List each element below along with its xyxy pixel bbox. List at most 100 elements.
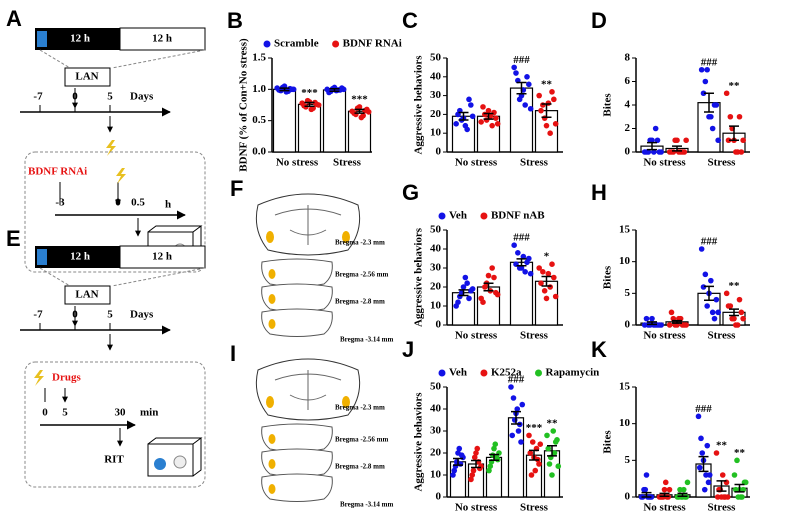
error-bar — [716, 480, 727, 492]
data-point — [725, 303, 732, 309]
unit-label: h — [165, 199, 171, 211]
region — [342, 396, 350, 408]
data-point — [358, 114, 365, 121]
y-tick-label: 10 — [619, 255, 631, 267]
data-point — [708, 113, 714, 120]
data-point — [547, 284, 553, 290]
data-point — [516, 265, 523, 271]
data-point — [547, 130, 553, 136]
error-bar — [458, 111, 469, 121]
data-point — [455, 299, 461, 306]
slice — [261, 258, 333, 287]
data-point — [537, 441, 544, 448]
data-point — [458, 452, 465, 459]
annotation: ### — [513, 232, 530, 244]
data-point — [649, 315, 655, 322]
data-point — [453, 121, 459, 127]
data-point — [450, 472, 456, 478]
y-tick-label: 0.0 — [252, 146, 266, 158]
data-point — [516, 96, 523, 103]
data-point — [666, 486, 673, 493]
annotation: * — [544, 251, 550, 263]
brain-detail — [274, 205, 342, 245]
legend-label: Veh — [449, 367, 467, 379]
y-tick-label: 40 — [430, 243, 442, 255]
error-bar — [541, 103, 552, 118]
day-label: 5 — [107, 91, 113, 103]
panel-label: K — [591, 337, 607, 362]
data-point — [643, 315, 650, 322]
data-point — [514, 406, 521, 412]
data-point — [524, 74, 530, 80]
annotation: *** — [351, 93, 368, 105]
data-point — [679, 149, 686, 155]
y-tick-label: 50 — [430, 224, 442, 236]
day-label: 5 — [107, 309, 113, 321]
error-bar — [511, 410, 521, 425]
panel-label: A — [6, 6, 22, 31]
data-point — [491, 445, 497, 452]
legend-marker — [438, 369, 446, 377]
data-point — [526, 81, 532, 88]
data-point — [713, 296, 720, 303]
panel-label: B — [227, 8, 243, 33]
data-point — [532, 467, 539, 474]
data-point — [680, 486, 687, 493]
data-point — [699, 450, 706, 456]
data-point — [668, 149, 675, 155]
error-bar — [647, 321, 657, 326]
data-point — [492, 441, 499, 448]
time-label: 0 — [42, 407, 48, 419]
y-tick-label: 4 — [625, 99, 631, 111]
region — [268, 459, 276, 469]
data-point — [527, 270, 534, 277]
error-bar — [659, 492, 670, 498]
x-tick-label: Stress — [520, 502, 549, 514]
data-point — [529, 439, 536, 445]
data-point — [527, 105, 534, 112]
chart: D 0 2 4 6 8 Bites No stress Stress ### ** — [591, 8, 750, 169]
data-point — [468, 102, 474, 108]
data-point — [520, 253, 527, 260]
brain-sections: Bregma -2.3 mm Bregma -2.56 mm Bregma -2.8… — [255, 193, 393, 509]
annotation: ** — [716, 440, 728, 452]
panel-label: F — [230, 176, 243, 201]
region — [266, 231, 274, 243]
data-point — [729, 315, 735, 322]
data-point — [519, 401, 526, 408]
data-point — [711, 315, 718, 322]
panel-label: I — [230, 341, 236, 366]
error-bar — [677, 492, 688, 498]
data-point — [658, 149, 664, 155]
y-tick-label: 10 — [619, 417, 631, 429]
data-point — [549, 261, 555, 268]
legend-marker — [332, 40, 340, 48]
unit-label: Days — [130, 91, 154, 103]
y-axis-label: Aggressive behaviors — [413, 392, 425, 492]
data-point — [683, 322, 689, 328]
data-point — [661, 486, 668, 493]
data-point — [654, 137, 661, 144]
treatment: Drugs — [52, 372, 81, 384]
y-tick-label: 5 — [625, 454, 631, 466]
data-point — [491, 109, 497, 116]
data-point — [469, 286, 476, 292]
data-point — [543, 295, 550, 302]
data-point — [736, 296, 743, 303]
data-point — [642, 486, 649, 493]
error-bar — [354, 108, 365, 114]
x-tick-label: No stress — [643, 502, 686, 514]
bar — [507, 417, 525, 498]
bregma-label: Bregma -2.8 mm — [335, 298, 385, 306]
error-bar — [529, 449, 539, 461]
phase-label: 12 h — [70, 33, 90, 45]
bar — [485, 456, 503, 498]
data-point — [733, 149, 739, 155]
data-point — [698, 66, 705, 73]
error-bar — [304, 101, 315, 108]
data-point — [485, 107, 492, 114]
error-bar — [547, 444, 557, 457]
region — [268, 319, 276, 329]
